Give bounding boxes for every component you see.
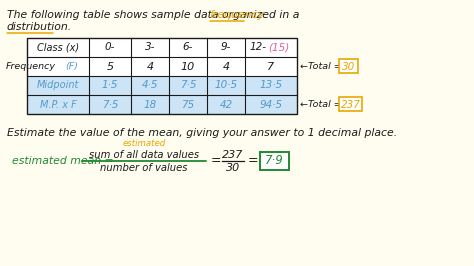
Text: 237: 237 [222,150,244,160]
Text: 1·5: 1·5 [102,81,118,90]
Text: 3-: 3- [145,43,155,52]
Text: 7·5: 7·5 [180,81,196,90]
Text: 10: 10 [181,61,195,72]
Bar [27,95,297,114]
Bar [27,38,297,114]
Text: 7·9: 7·9 [264,155,283,168]
Text: 12-: 12- [250,43,267,52]
Text: 0-: 0- [105,43,115,52]
Text: 13·5: 13·5 [259,81,283,90]
Text: M.P. x F: M.P. x F [40,99,76,110]
Text: 30: 30 [342,61,356,72]
Text: estimated: estimated [122,139,165,148]
FancyBboxPatch shape [339,59,358,73]
FancyBboxPatch shape [260,152,289,169]
Text: (F): (F) [65,62,79,71]
Text: 237: 237 [341,99,361,110]
Text: 30: 30 [226,163,240,173]
Text: 7: 7 [267,61,274,72]
Text: =: = [211,155,221,168]
Text: 4: 4 [222,61,229,72]
Text: 18: 18 [143,99,156,110]
Text: 4·5: 4·5 [142,81,158,90]
FancyBboxPatch shape [339,97,363,111]
Text: 4: 4 [146,61,154,72]
Text: distribution.: distribution. [7,22,72,32]
Text: Class (x): Class (x) [37,43,79,52]
Text: sum of all data values: sum of all data values [89,150,199,160]
Text: number of values: number of values [100,163,188,173]
Text: =: = [248,155,258,168]
Text: 42: 42 [219,99,233,110]
Bar [27,38,297,57]
Text: 10·5: 10·5 [214,81,237,90]
Text: frequency: frequency [210,10,264,20]
Text: Estimate the value of the mean, giving your answer to 1 decimal place.: Estimate the value of the mean, giving y… [7,128,397,138]
Bar [27,57,297,76]
Text: 75: 75 [182,99,195,110]
Text: The following table shows sample data organized in a: The following table shows sample data or… [7,10,303,20]
Text: ←Total =: ←Total = [300,100,342,109]
Text: Frequency: Frequency [6,62,56,71]
Bar [27,76,297,95]
Text: 5: 5 [107,61,114,72]
Text: (15): (15) [268,43,290,52]
Text: 94·5: 94·5 [259,99,283,110]
Text: estimated mean =: estimated mean = [12,156,117,166]
Text: 7·5: 7·5 [102,99,118,110]
Text: ←Total =: ←Total = [300,62,342,71]
Text: Midpoint: Midpoint [37,81,79,90]
Text: 6-: 6- [183,43,193,52]
Text: 9-: 9- [221,43,231,52]
